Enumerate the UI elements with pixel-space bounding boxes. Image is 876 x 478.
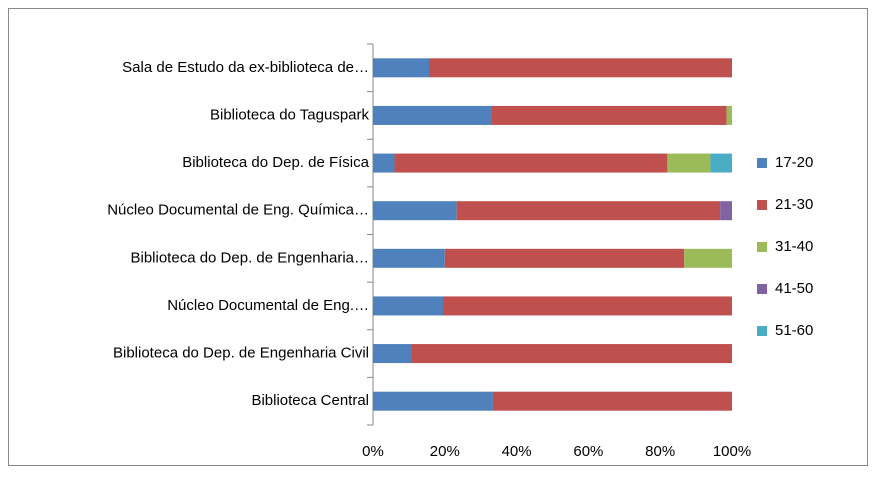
bar-segment <box>667 153 711 173</box>
bar-segment <box>373 248 445 268</box>
legend-swatch <box>757 284 767 294</box>
bar-segment <box>492 391 732 411</box>
bar-segment <box>373 296 444 316</box>
x-tick-label: 20% <box>430 443 460 460</box>
bar-segment <box>429 58 732 78</box>
legend-label: 51-60 <box>775 322 813 339</box>
bar-segment <box>373 344 412 364</box>
y-tick-label: Biblioteca do Taguspark <box>210 106 369 123</box>
x-tick-label: 100% <box>713 443 751 460</box>
y-tick-label: Biblioteca do Dep. de Física <box>182 154 369 171</box>
bar-segment <box>444 248 685 268</box>
legend-label: 21-30 <box>775 196 813 213</box>
x-tick-label: 40% <box>502 443 532 460</box>
legend-swatch <box>757 242 767 252</box>
bar-segment <box>373 201 457 221</box>
x-tick-label: 80% <box>645 443 675 460</box>
x-tick-label: 0% <box>362 443 384 460</box>
legend-label: 17-20 <box>775 154 813 171</box>
bar-segment <box>720 201 732 221</box>
y-tick-label: Biblioteca do Dep. de Engenharia Civil <box>113 345 369 362</box>
bar-segment <box>394 153 668 173</box>
bar-segment <box>726 105 732 125</box>
y-tick-label: Núcleo Documental de Eng.… <box>167 297 369 314</box>
bar-segment <box>411 344 732 364</box>
bar-segment <box>456 201 721 221</box>
legend-swatch <box>757 158 767 168</box>
y-tick-label: Biblioteca Central <box>251 392 369 409</box>
chart-border <box>8 8 868 466</box>
legend-swatch <box>757 326 767 336</box>
legend-label: 31-40 <box>775 238 813 255</box>
legend-label: 41-50 <box>775 280 813 297</box>
bar-segment <box>373 58 430 78</box>
y-tick-label: Núcleo Documental de Eng. Química… <box>107 202 369 219</box>
x-tick-label: 60% <box>573 443 603 460</box>
y-tick-label: Sala de Estudo da ex-biblioteca de… <box>122 59 369 76</box>
bar-segment <box>373 391 493 411</box>
bar-segment <box>373 105 492 125</box>
bar-segment <box>491 105 727 125</box>
bar-segment <box>443 296 732 316</box>
bar-segment <box>710 153 732 173</box>
y-tick-label: Biblioteca do Dep. de Engenharia… <box>131 249 370 266</box>
legend-swatch <box>757 200 767 210</box>
bar-segment <box>373 153 395 173</box>
bar-segment <box>684 248 732 268</box>
